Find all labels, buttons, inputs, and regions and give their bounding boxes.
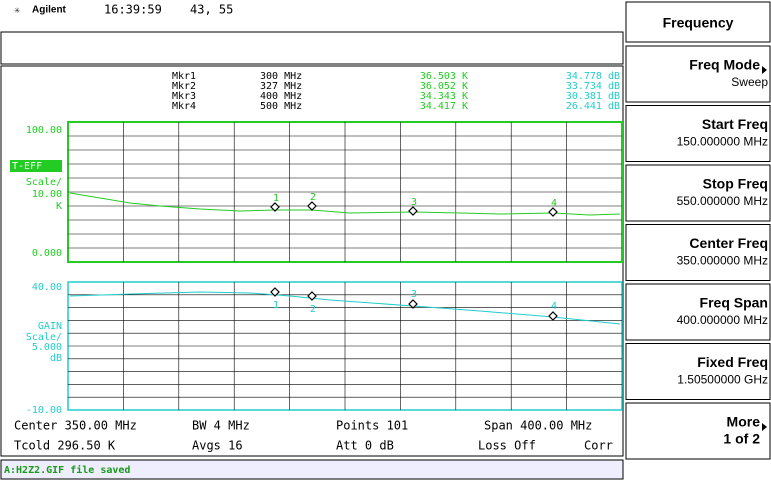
softkey-value: Sweep bbox=[731, 75, 768, 89]
marker-diamond bbox=[548, 207, 558, 217]
markers: 1 2 3 4 1 2 3 4 bbox=[270, 192, 558, 321]
info-corr: Corr bbox=[584, 439, 613, 453]
marker-name: Mkr1 bbox=[172, 71, 196, 82]
softkey-label: Freq Mode bbox=[689, 57, 760, 73]
info-points: Points 101 bbox=[336, 419, 408, 433]
lower-unit: dB bbox=[50, 353, 62, 364]
marker-diamond bbox=[307, 291, 317, 301]
marker-table: Mkr1 300 MHz 36.503 K 34.778 dB Mkr2 327 MHz 3… bbox=[172, 71, 620, 112]
softkey-arrow bbox=[762, 423, 767, 431]
softkey-label: Start Freq bbox=[702, 116, 768, 132]
softkey[interactable] bbox=[625, 224, 771, 281]
marker-number: 4 bbox=[551, 198, 557, 209]
marker-name: Mkr4 bbox=[172, 101, 196, 112]
lower-scale: 5.000 bbox=[32, 342, 62, 353]
softkey-value: 350.000000 MHz bbox=[677, 254, 768, 268]
marker-number: 4 bbox=[551, 301, 557, 312]
upper-scale: 10.00 bbox=[32, 189, 62, 200]
info-center: Center 350.00 MHz bbox=[14, 419, 137, 433]
marker-gain: 26.441 dB bbox=[566, 101, 620, 112]
softkey-label: Center Freq bbox=[689, 235, 768, 251]
softkey-arrow bbox=[762, 66, 767, 74]
lower-scale-label: Scale/ bbox=[26, 332, 62, 343]
marker-diamond bbox=[270, 287, 280, 297]
marker-diamond bbox=[408, 299, 418, 309]
grid bbox=[68, 122, 622, 410]
softkey[interactable] bbox=[625, 105, 771, 162]
marker-freq: 327 MHz bbox=[260, 81, 302, 92]
softkey[interactable] bbox=[625, 402, 771, 460]
softkey-value: 550.000000 MHz bbox=[677, 194, 768, 208]
info-span: Span 400.00 MHz bbox=[484, 419, 592, 433]
softkey-label: Freq Span bbox=[700, 295, 768, 311]
menu-title-box bbox=[625, 1, 771, 43]
marker-diamond bbox=[408, 206, 418, 216]
logo: ✳ bbox=[14, 5, 20, 16]
marker-diamond bbox=[307, 201, 317, 211]
marker-gain: 34.778 dB bbox=[566, 71, 620, 82]
marker-name: Mkr3 bbox=[172, 91, 196, 102]
upper-bottom: 0.000 bbox=[32, 248, 62, 259]
marker-number: 3 bbox=[411, 197, 417, 208]
marker-diamond bbox=[270, 202, 280, 212]
marker-freq: 400 MHz bbox=[260, 91, 302, 102]
info-bw: BW 4 MHz bbox=[192, 419, 250, 433]
menu-title: Frequency bbox=[663, 15, 734, 31]
input-box bbox=[0, 31, 624, 65]
upper-meas: T-EFF bbox=[12, 161, 42, 172]
marker-gain: 30.381 dB bbox=[566, 91, 620, 102]
info-tcold: Tcold 296.50 K bbox=[14, 439, 116, 453]
softkey-value: 400.000000 MHz bbox=[677, 313, 768, 327]
marker-diamond bbox=[548, 311, 558, 321]
marker-name: Mkr2 bbox=[172, 81, 196, 92]
marker-freq: 500 MHz bbox=[260, 101, 302, 112]
marker-teff: 34.417 K bbox=[420, 101, 468, 112]
marker-teff: 34.343 K bbox=[420, 91, 468, 102]
info-avgs: Avgs 16 bbox=[192, 439, 243, 453]
coords: 43, 55 bbox=[190, 3, 233, 17]
brand: Agilent bbox=[32, 5, 67, 16]
status-bar bbox=[0, 459, 624, 480]
softkey-label: Stop Freq bbox=[703, 176, 768, 192]
marker-number: 1 bbox=[273, 300, 279, 311]
softkeys: Freq Mode Sweep Start Freq 150.000000 MHz St… bbox=[625, 45, 771, 460]
time: 16:39:59 bbox=[104, 3, 162, 17]
upper-unit: K bbox=[56, 201, 62, 212]
info-att: Att 0 dB bbox=[336, 439, 394, 453]
softkey-label: More bbox=[727, 414, 761, 430]
marker-number: 2 bbox=[310, 304, 316, 315]
lower-bottom: -10.00 bbox=[26, 405, 62, 416]
lower-meas: GAIN bbox=[38, 321, 62, 332]
meas-highlight bbox=[10, 160, 62, 172]
softkey[interactable] bbox=[625, 45, 771, 103]
softkey-value: 150.000000 MHz bbox=[677, 135, 768, 149]
upper-top: 100.00 bbox=[26, 125, 62, 136]
softkey[interactable] bbox=[625, 164, 771, 222]
marker-freq: 300 MHz bbox=[260, 71, 302, 82]
marker-teff: 36.503 K bbox=[420, 71, 468, 82]
status: A:H2Z2.GIF file saved bbox=[4, 464, 130, 476]
marker-gain: 33.734 dB bbox=[566, 81, 620, 92]
softkey[interactable] bbox=[625, 343, 771, 400]
info-loss: Loss Off bbox=[478, 439, 536, 453]
marker-number: 2 bbox=[310, 192, 316, 203]
softkey[interactable] bbox=[625, 283, 771, 341]
upper-scale-label: Scale/ bbox=[26, 177, 62, 188]
marker-teff: 36.052 K bbox=[420, 81, 468, 92]
softkey-value: 1 of 2 bbox=[723, 431, 760, 447]
marker-number: 1 bbox=[273, 193, 279, 204]
lower-top: 40.00 bbox=[32, 282, 62, 293]
softkey-label: Fixed Freq bbox=[697, 354, 768, 370]
marker-number: 3 bbox=[411, 289, 417, 300]
softkey-value: 1.50500000 GHz bbox=[677, 373, 768, 387]
